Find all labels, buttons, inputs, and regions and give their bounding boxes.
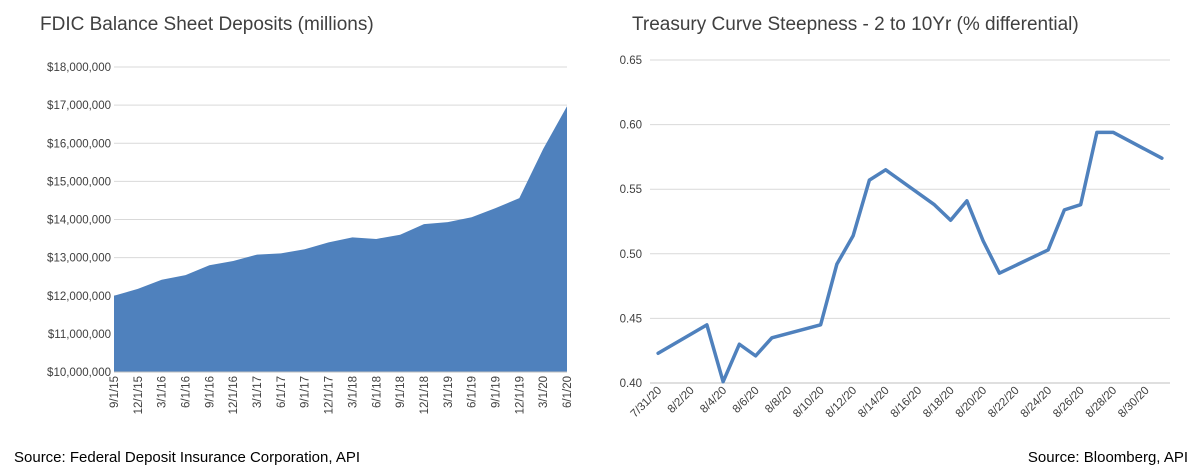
x-tick-label: 9/1/17: [300, 376, 312, 408]
x-tick-label: 8/30/20: [1116, 385, 1152, 421]
y-tick-label: 0.45: [620, 313, 642, 325]
x-tick-label: 8/4/20: [698, 385, 729, 416]
y-tick-label: $16,000,000: [47, 138, 111, 150]
chart-title-deposits: FDIC Balance Sheet Deposits (millions): [40, 14, 374, 35]
x-tick-label: 8/10/20: [791, 385, 827, 421]
source-note-deposits: Source: Federal Deposit Insurance Corpor…: [14, 449, 361, 466]
area-series-deposits: [114, 106, 567, 373]
x-tick-label: 12/1/15: [133, 376, 145, 414]
x-tick-label: 8/28/20: [1084, 385, 1120, 421]
x-tick-label: 8/24/20: [1019, 385, 1055, 421]
x-tick-label: 3/1/18: [347, 376, 359, 408]
x-tick-label: 9/1/19: [490, 376, 502, 408]
x-tick-label: 12/1/16: [228, 376, 240, 414]
y-tick-label: $12,000,000: [47, 291, 111, 303]
x-tick-label: 6/1/16: [181, 376, 193, 408]
x-tick-label: 12/1/18: [419, 376, 431, 414]
x-tick-label: 8/16/20: [889, 385, 925, 421]
x-tick-label: 3/1/17: [252, 376, 264, 408]
y-tick-label: $13,000,000: [47, 253, 111, 265]
x-tick-label: 6/1/20: [562, 376, 574, 408]
y-tick-label: $18,000,000: [47, 62, 111, 74]
x-tick-label: 8/22/20: [986, 385, 1022, 421]
chart-title-steepness: Treasury Curve Steepness - 2 to 10Yr (% …: [632, 14, 1079, 35]
y-tick-label: $15,000,000: [47, 176, 111, 188]
x-tick-label: 3/1/19: [443, 376, 455, 408]
y-tick-label: 0.65: [620, 55, 642, 67]
x-tick-label: 12/1/17: [324, 376, 336, 414]
y-tick-label: $10,000,000: [47, 367, 111, 379]
x-tick-label: 8/14/20: [856, 385, 892, 421]
x-tick-label: 3/1/20: [538, 376, 550, 408]
x-tick-label: 6/1/19: [467, 376, 479, 408]
x-tick-label: 9/1/16: [204, 376, 216, 408]
x-tick-label: 8/6/20: [731, 385, 762, 416]
source-note-steepness: Source: Bloomberg, API: [1027, 449, 1188, 466]
y-tick-label: $17,000,000: [47, 100, 111, 112]
y-tick-label: 0.40: [620, 378, 642, 390]
x-tick-label: 12/1/19: [514, 376, 526, 414]
x-tick-label: 8/2/20: [666, 385, 697, 416]
y-tick-label: $11,000,000: [48, 329, 111, 341]
x-tick-label: 8/8/20: [763, 385, 794, 416]
x-tick-label: 8/20/20: [954, 385, 990, 421]
line-series-steepness: [656, 130, 1164, 384]
x-tick-label: 6/1/18: [371, 376, 383, 408]
x-tick-label: 8/26/20: [1051, 385, 1087, 421]
x-tick-label: 9/1/18: [395, 376, 407, 408]
x-tick-label: 8/18/20: [921, 385, 957, 421]
y-tick-label: 0.60: [620, 120, 642, 132]
x-tick-label: 6/1/17: [276, 376, 288, 408]
x-tick-label: 3/1/16: [157, 376, 169, 408]
x-tick-label: 8/12/20: [824, 385, 860, 421]
y-tick-label: $14,000,000: [47, 215, 111, 227]
x-tick-label: 9/1/15: [109, 376, 121, 408]
y-tick-label: 0.55: [620, 184, 642, 196]
y-tick-label: 0.50: [620, 249, 642, 261]
